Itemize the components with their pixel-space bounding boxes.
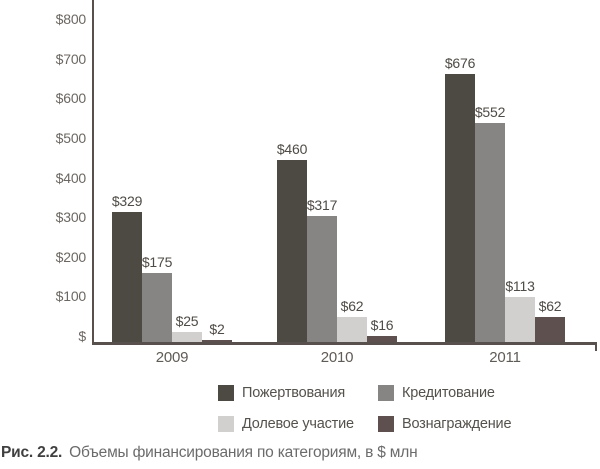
legend-swatch <box>378 385 394 401</box>
legend-label: Пожертвования <box>242 385 346 401</box>
legend-label: Вознаграждение <box>402 416 512 432</box>
bar <box>112 212 142 342</box>
figure-caption: Рис. 2.2. Объемы финансирования по катего… <box>1 443 599 463</box>
x-axis-category-label: 2009 <box>155 349 189 366</box>
legend-swatch <box>378 416 394 432</box>
legend-item: Вознаграждение <box>378 416 512 432</box>
legend-swatch <box>218 416 234 432</box>
legend-item: Долевое участие <box>218 416 354 432</box>
y-axis-tick-label: $300 <box>55 209 87 226</box>
bar-value-label: $175 <box>141 254 173 270</box>
x-axis: 2009 2010 2011 <box>0 349 600 369</box>
y-axis-tick-label: $700 <box>55 50 87 67</box>
legend-swatch <box>218 385 234 401</box>
legend-item: Пожертвования <box>218 385 345 401</box>
y-axis-tick-label: $800 <box>55 11 87 28</box>
bar-value-label: $62 <box>340 298 364 314</box>
x-axis-end-tick <box>595 345 597 351</box>
plot-area: $329 $175 $25 $2 $460 $317 $62 $16 $676 $552 $113 $… <box>92 0 597 351</box>
bar <box>142 273 172 342</box>
bar-value-label: $25 <box>175 313 199 329</box>
bar <box>367 336 397 342</box>
legend-item: Кредитование <box>378 385 495 401</box>
bar-value-label: $460 <box>276 141 308 157</box>
bar-value-label: $329 <box>111 193 143 209</box>
bar-value-label: $676 <box>444 55 476 71</box>
bar <box>202 340 232 342</box>
bar <box>535 317 565 342</box>
x-axis-category-label: 2010 <box>320 349 354 366</box>
bar-value-label: $62 <box>538 298 562 314</box>
bar-value-label: $113 <box>505 278 535 294</box>
y-axis-tick-label: $200 <box>55 248 87 265</box>
legend-label: Кредитование <box>402 385 495 401</box>
bar <box>337 317 367 342</box>
bar <box>505 297 535 342</box>
bar <box>277 160 307 342</box>
y-axis-tick-label: $500 <box>55 130 87 146</box>
bar <box>307 216 337 342</box>
bar-value-label: $317 <box>306 197 338 213</box>
caption-label: Рис. 2.2. <box>1 444 63 461</box>
bar-value-label: $552 <box>474 104 506 120</box>
y-axis-tick-label: $100 <box>55 288 87 305</box>
caption-text: Объемы финансирования по категориям, в $… <box>69 444 418 461</box>
bar-value-label: $2 <box>209 321 225 337</box>
y-axis-tick-label: $600 <box>55 90 87 107</box>
y-axis-tick-label: $400 <box>55 169 87 186</box>
legend-label: Долевое участие <box>242 416 354 432</box>
y-axis: $ $100 $200 $300 $400 $500 $600 $700 $800 <box>6 0 87 345</box>
y-axis-tick-label: $ <box>78 328 86 344</box>
bar <box>475 123 505 342</box>
x-axis-category-label: 2011 <box>489 349 521 366</box>
bar <box>445 74 475 342</box>
bar <box>172 332 202 342</box>
bar-value-label: $16 <box>370 317 394 333</box>
